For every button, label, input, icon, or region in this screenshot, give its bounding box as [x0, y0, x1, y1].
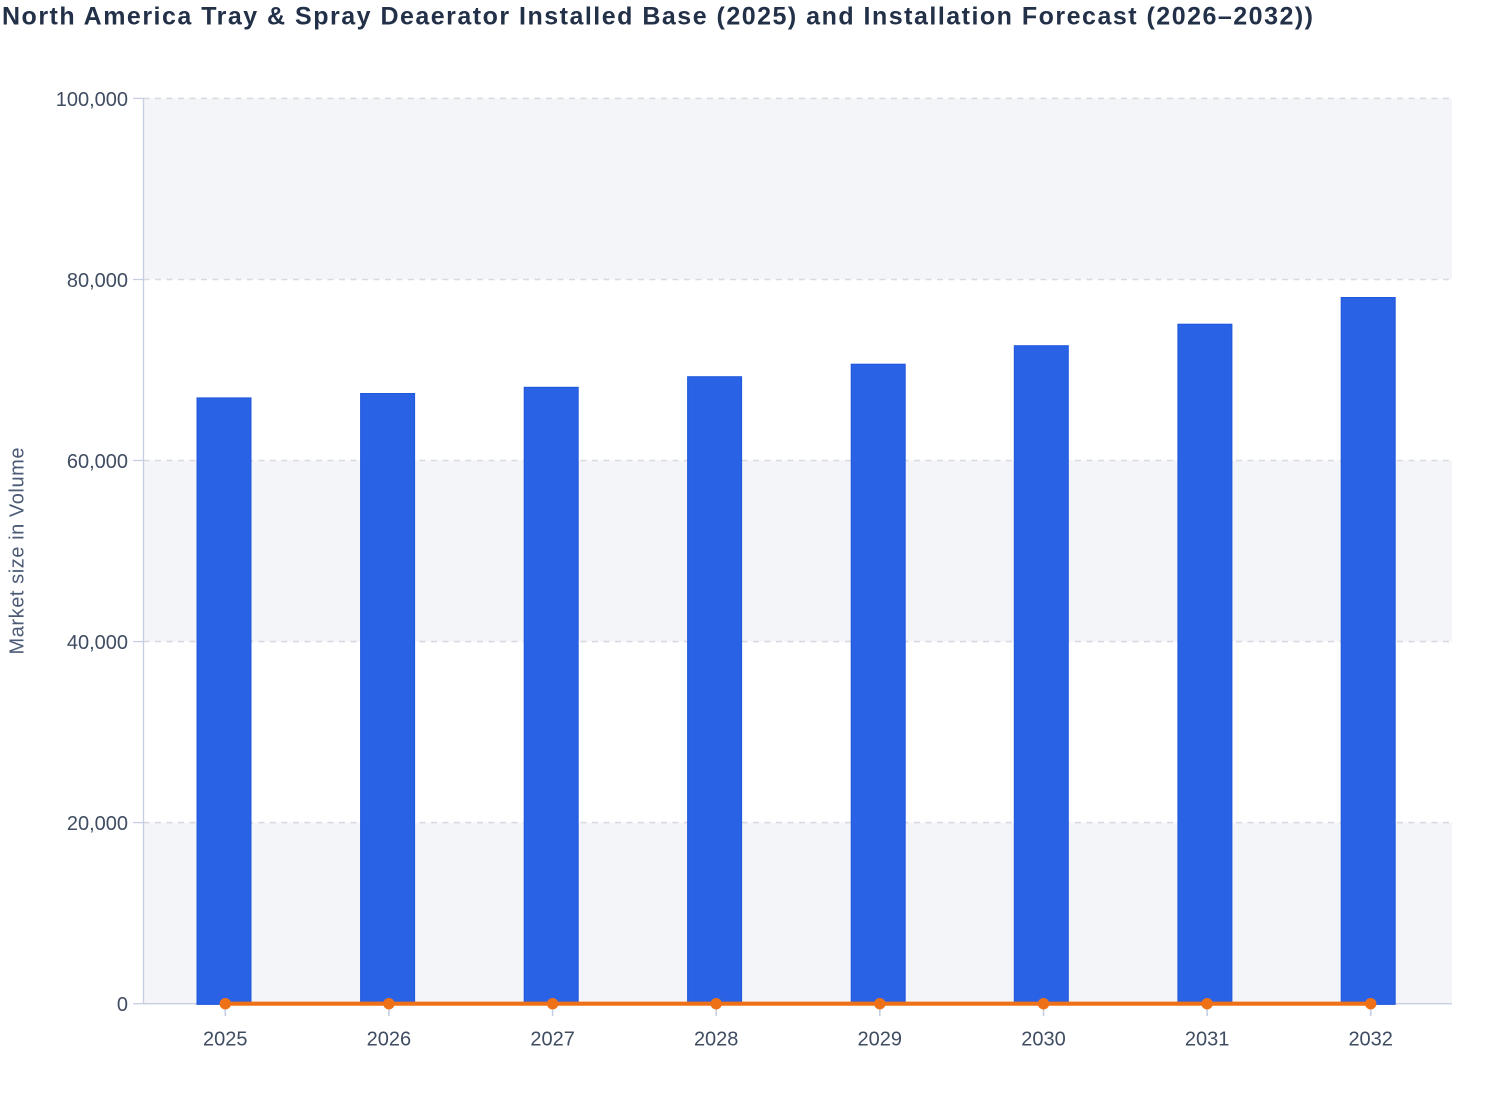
- svg-text:100,000: 100,000: [56, 89, 128, 111]
- svg-text:2025: 2025: [203, 1029, 248, 1051]
- svg-text:2029: 2029: [858, 1029, 903, 1051]
- svg-text:40,000: 40,000: [67, 632, 128, 654]
- svg-text:North America Tray & Spray Dea: North America Tray & Spray Deaerator Ins…: [2, 3, 1313, 31]
- svg-text:20,000: 20,000: [67, 813, 128, 835]
- svg-text:Market size in Volume: Market size in Volume: [7, 448, 29, 655]
- svg-text:80,000: 80,000: [67, 270, 128, 292]
- svg-text:2031: 2031: [1185, 1029, 1230, 1051]
- svg-text:0: 0: [117, 994, 128, 1016]
- svg-text:2032: 2032: [1348, 1029, 1393, 1051]
- svg-text:2028: 2028: [694, 1029, 739, 1051]
- svg-text:2026: 2026: [367, 1029, 412, 1051]
- svg-text:2027: 2027: [530, 1029, 575, 1051]
- svg-text:2030: 2030: [1021, 1029, 1066, 1051]
- svg-text:60,000: 60,000: [67, 451, 128, 473]
